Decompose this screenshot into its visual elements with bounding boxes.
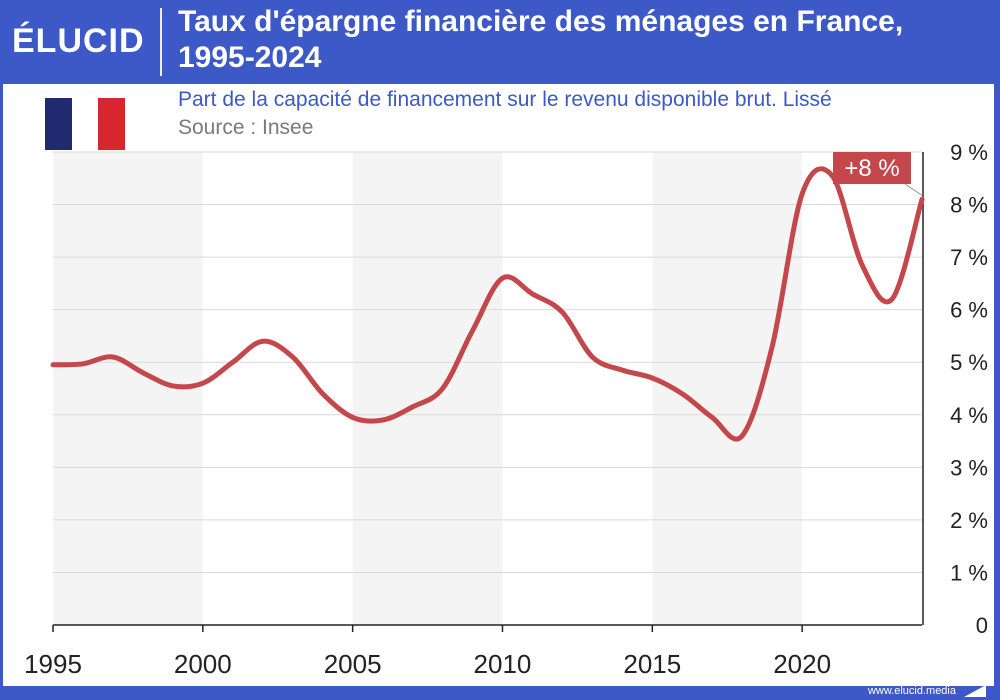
x-tick-label: 2000 — [174, 649, 232, 679]
savings-rate-line — [50, 166, 925, 442]
header: ÉLUCID Taux d'épargne financière des mén… — [0, 0, 1000, 84]
y-tick-label: 2 % — [950, 508, 988, 533]
chart-band — [352, 152, 503, 625]
chart-panel: Part de la capacité de financement sur l… — [3, 84, 994, 686]
y-tick-label: 9 % — [950, 140, 988, 165]
y-tick-label: 1 % — [950, 560, 988, 585]
chart-bands — [53, 152, 803, 625]
y-tick-label: 4 % — [950, 403, 988, 428]
y-tick-label: 5 % — [950, 350, 988, 375]
chart-title-line2: 1995-2024 — [178, 41, 322, 74]
chart-source: Source : Insee — [178, 116, 314, 139]
y-tick-label: 0 — [976, 613, 988, 638]
footer-url[interactable]: www.elucid.media — [867, 685, 956, 697]
y-tick-label: 6 % — [950, 298, 988, 323]
x-tick-label: 2005 — [324, 649, 382, 679]
chart-series — [50, 166, 925, 442]
y-tick-label: 7 % — [950, 245, 988, 270]
x-tick-label: 2010 — [474, 649, 532, 679]
chart-grid — [53, 151, 922, 573]
flag-stripe-blue — [45, 98, 72, 150]
flag-stripe-red — [98, 98, 126, 150]
chart-title-line1: Taux d'épargne financière des ménages en… — [178, 5, 904, 38]
x-tick-label: 2020 — [773, 649, 831, 679]
france-flag-icon — [45, 98, 126, 150]
chart-title: Taux d'épargne financière des ménages en… — [178, 4, 993, 76]
elucid-mark-icon — [964, 685, 986, 697]
chart-annotations: +8 % — [833, 152, 923, 196]
x-tick-label: 1995 — [24, 649, 82, 679]
chart-axes: 0 1 % 2 % 3 % 4 % 5 % 6 % 7 % 8 % 9 % 1995 2000 2005… — [24, 140, 988, 679]
annotation-leader — [904, 183, 923, 196]
annotation-badge — [833, 152, 911, 184]
y-tick-label: 3 % — [950, 455, 988, 480]
y-tick-label: 8 % — [950, 193, 988, 218]
line-chart: 0 1 % 2 % 3 % 4 % 5 % 6 % 7 % 8 % 9 % 1995 2000 2005… — [24, 140, 988, 679]
header-divider — [160, 8, 162, 76]
flag-stripe-white — [71, 98, 99, 150]
chart-subtitle: Part de la capacité de financement sur l… — [178, 88, 832, 111]
x-tick-label: 2015 — [623, 649, 681, 679]
annotation-label: +8 % — [844, 155, 899, 182]
brand-logo[interactable]: ÉLUCID — [12, 22, 145, 60]
